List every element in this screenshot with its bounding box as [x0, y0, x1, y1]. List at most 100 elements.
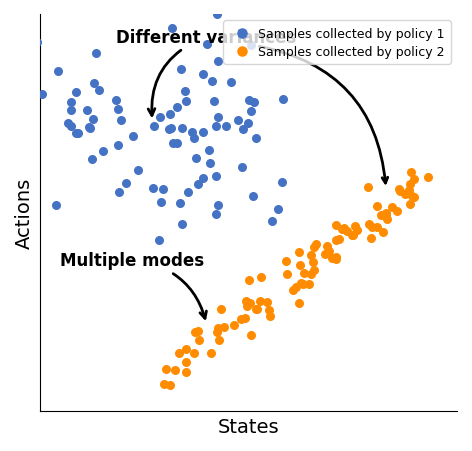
Point: [169, 25, 176, 32]
Samples collected by policy 2: [394, 207, 401, 215]
Samples collected by policy 2: [253, 305, 261, 313]
Samples collected by policy 2: [208, 350, 215, 357]
Point: [199, 71, 207, 78]
Samples collected by policy 2: [311, 244, 318, 251]
Samples collected by policy 1: [83, 107, 91, 115]
Point: [278, 179, 286, 186]
Point: [167, 125, 175, 133]
Point: [212, 123, 219, 130]
Point: [155, 237, 163, 244]
Samples collected by policy 1: [65, 120, 72, 127]
Samples collected by policy 2: [263, 299, 270, 306]
X-axis label: States: States: [218, 417, 279, 436]
Samples collected by policy 2: [284, 271, 291, 278]
Point: [158, 198, 165, 206]
Samples collected by policy 2: [182, 346, 189, 353]
Point: [185, 189, 192, 197]
Point: [249, 193, 256, 200]
Samples collected by policy 2: [323, 243, 330, 250]
Point: [177, 66, 185, 73]
Samples collected by policy 1: [72, 89, 80, 96]
Samples collected by policy 2: [162, 366, 170, 373]
Point: [212, 173, 220, 180]
Samples collected by policy 2: [171, 367, 179, 374]
Point: [114, 142, 122, 149]
Samples collected by policy 2: [312, 241, 320, 249]
Point: [129, 133, 137, 140]
Samples collected by policy 1: [67, 99, 75, 106]
Point: [204, 41, 211, 48]
Samples collected by policy 1: [114, 106, 121, 113]
Point: [238, 164, 246, 171]
Samples collected by policy 2: [182, 368, 190, 376]
Point: [199, 129, 207, 136]
Point: [118, 117, 125, 124]
Text: Different variances: Different variances: [117, 29, 297, 116]
Samples collected by policy 2: [368, 224, 376, 231]
Samples collected by policy 2: [160, 380, 168, 387]
Point: [209, 78, 216, 86]
Samples collected by policy 2: [395, 185, 402, 193]
Samples collected by policy 2: [388, 203, 396, 211]
Samples collected by policy 2: [214, 329, 221, 336]
Samples collected by policy 2: [196, 337, 203, 344]
Point: [211, 98, 218, 105]
Samples collected by policy 2: [238, 316, 245, 323]
Samples collected by policy 2: [332, 222, 340, 230]
Samples collected by policy 1: [67, 123, 74, 130]
Point: [268, 218, 276, 226]
Samples collected by policy 2: [408, 193, 415, 200]
Samples collected by policy 2: [191, 350, 198, 357]
Point: [212, 211, 220, 218]
Samples collected by policy 2: [243, 303, 251, 310]
Point: [191, 135, 198, 142]
Point: [160, 186, 167, 193]
Samples collected by policy 2: [332, 256, 340, 263]
Point: [275, 207, 282, 214]
Samples collected by policy 2: [309, 258, 317, 266]
Samples collected by policy 2: [192, 329, 199, 336]
Point: [174, 140, 181, 147]
Samples collected by policy 1: [34, 39, 41, 46]
Point: [156, 114, 164, 121]
Point: [177, 200, 184, 207]
Point: [193, 155, 200, 162]
Point: [166, 126, 173, 133]
Samples collected by policy 2: [377, 212, 385, 220]
Samples collected by policy 2: [266, 313, 274, 320]
Point: [86, 125, 94, 132]
Samples collected by policy 2: [256, 297, 263, 304]
Samples collected by policy 2: [241, 315, 248, 322]
Samples collected by policy 2: [243, 298, 250, 305]
Samples collected by policy 2: [310, 267, 318, 274]
Samples collected by policy 2: [282, 258, 290, 265]
Point: [247, 42, 254, 49]
Point: [244, 120, 252, 128]
Samples collected by policy 2: [348, 232, 355, 239]
Point: [245, 97, 253, 105]
Samples collected by policy 1: [89, 116, 96, 123]
Samples collected by policy 2: [349, 232, 356, 239]
Point: [115, 189, 123, 196]
Samples collected by policy 2: [295, 249, 303, 256]
Point: [52, 202, 60, 209]
Samples collected by policy 2: [424, 174, 432, 181]
Samples collected by policy 2: [383, 210, 390, 217]
Samples collected by policy 2: [299, 281, 307, 288]
Samples collected by policy 1: [85, 124, 93, 132]
Samples collected by policy 2: [194, 328, 202, 335]
Point: [188, 129, 196, 137]
Samples collected by policy 2: [333, 254, 340, 261]
Samples collected by policy 2: [215, 337, 222, 344]
Samples collected by policy 2: [176, 350, 183, 357]
Point: [99, 148, 106, 156]
Point: [183, 98, 190, 105]
Samples collected by policy 2: [217, 306, 225, 313]
Point: [149, 185, 156, 193]
Y-axis label: Actions: Actions: [15, 178, 34, 249]
Samples collected by policy 2: [406, 201, 414, 208]
Samples collected by policy 2: [332, 236, 340, 244]
Samples collected by policy 1: [67, 107, 75, 115]
Point: [222, 123, 230, 130]
Samples collected by policy 1: [75, 130, 82, 137]
